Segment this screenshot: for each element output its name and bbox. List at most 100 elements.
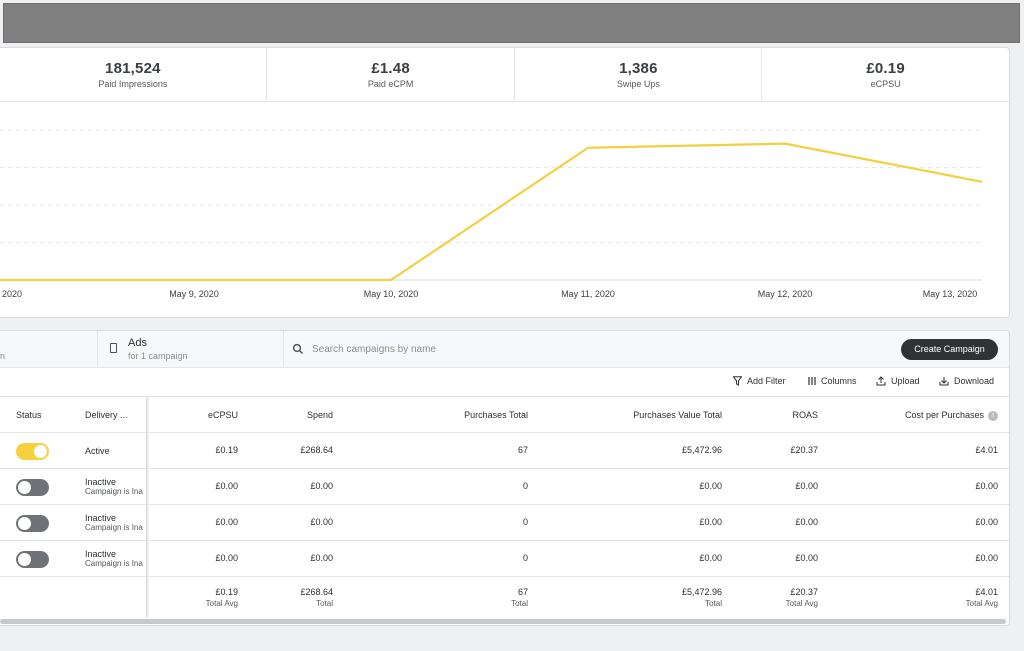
cell-spend: £268.64 [300, 445, 333, 455]
delivery-status: Inactive Campaign is Ina [85, 549, 145, 568]
column-header-purchases-total[interactable]: Purchases Total [464, 410, 528, 420]
total-value: 67 [517, 587, 528, 597]
upload-icon [876, 376, 886, 386]
delivery-sub-label: Campaign is Ina [85, 487, 143, 496]
cell-cost-per-purchases: £0.00 [975, 553, 998, 563]
top-bar [3, 3, 1020, 43]
x-tick-label: May 13, 2020 [923, 289, 978, 299]
total-label: Total Avg [965, 599, 998, 608]
delivery-label: Inactive [85, 513, 117, 523]
stats-row: 181,524 Paid Impressions £1.48 Paid eCPM… [0, 48, 1009, 102]
info-icon[interactable]: i [988, 410, 998, 421]
filter-icon [733, 376, 742, 386]
column-header-roas[interactable]: ROAS [792, 410, 818, 420]
cell-roas: £0.00 [795, 553, 818, 563]
table-row[interactable]: Active £0.19 £268.64 67 £5,472.96 £20.37 £4.01 [0, 433, 1009, 469]
cell-roas: £20.37 [790, 445, 818, 455]
cell-purchases-value-total: £5,472.96 [681, 445, 722, 455]
cell-spend: £0.00 [310, 517, 333, 527]
total-label: Total [705, 599, 722, 608]
stat-label: eCPSU [870, 79, 901, 89]
tab-ads-title: Ads [128, 337, 147, 349]
stat-value: 1,386 [619, 60, 658, 77]
column-header-purchases-value-total[interactable]: Purchases Value Total [633, 410, 722, 420]
column-header-cost-per-purchases[interactable]: Cost per Purchases i [905, 410, 998, 421]
level-tabs: n Ads for 1 campaign Create Campaign [0, 331, 1009, 368]
download-button[interactable]: Download [939, 376, 994, 386]
ad-icon [110, 343, 117, 353]
delivery-status: Active [85, 446, 145, 456]
download-icon [939, 377, 949, 386]
cell-roas: £0.00 [795, 517, 818, 527]
total-purchases-total: 67 Total [511, 587, 528, 609]
cost-per-purchases-label: Cost per Purchases [904, 410, 984, 420]
table-row[interactable]: Inactive Campaign is Ina £0.00 £0.00 0 £0.00 £… [0, 541, 1009, 577]
toggle-knob [34, 445, 47, 458]
totals-row: £0.19 Total Avg £268.64 Total 67 Total £… [0, 578, 1009, 618]
cell-ecpsu: £0.00 [215, 517, 238, 527]
status-toggle[interactable] [16, 551, 49, 568]
tab-ads[interactable]: Ads for 1 campaign [98, 331, 284, 367]
total-label: Total Avg [785, 599, 818, 608]
stat-label: Swipe Ups [616, 79, 660, 89]
total-spend: £268.64 Total [300, 587, 333, 609]
stat-swipe-ups[interactable]: 1,386 Swipe Ups [515, 48, 763, 102]
create-campaign-button[interactable]: Create Campaign [901, 339, 998, 360]
cell-roas: £0.00 [795, 481, 818, 491]
cell-purchases-value-total: £0.00 [699, 481, 722, 491]
cell-ecpsu: £0.00 [215, 481, 238, 491]
column-header-spend[interactable]: Spend [306, 410, 333, 420]
columns-button[interactable]: Columns [808, 376, 857, 386]
delivery-label: Active [85, 446, 110, 456]
add-filter-label: Add Filter [747, 376, 786, 386]
total-value: £20.37 [790, 587, 818, 597]
status-toggle[interactable] [16, 515, 49, 532]
table-toolbar: Add Filter Columns Upload Download [0, 368, 1009, 397]
frozen-column-divider [146, 397, 149, 617]
cell-spend: £0.00 [310, 553, 333, 563]
column-header-ecpsu[interactable]: eCPSU [207, 410, 238, 420]
toggle-knob [18, 553, 31, 566]
x-tick-label: May 9, 2020 [169, 289, 219, 299]
x-tick-label: 2020 [2, 289, 22, 299]
total-label: Total [511, 599, 528, 608]
delivery-sub-label: Campaign is Ina [85, 523, 143, 532]
cell-purchases-total: 0 [522, 481, 528, 491]
horizontal-scrollbar[interactable] [0, 619, 1006, 624]
cell-ecpsu: £0.19 [215, 445, 238, 455]
stat-paid-impressions[interactable]: 181,524 Paid Impressions [0, 48, 267, 102]
delivery-status: Inactive Campaign is Ina [85, 477, 145, 496]
delivery-label: Inactive [85, 477, 117, 487]
delivery-status: Inactive Campaign is Ina [85, 513, 145, 532]
x-tick-label: May 10, 2020 [364, 289, 419, 299]
stat-ecpsu[interactable]: £0.19 eCPSU [762, 48, 1009, 102]
table-row[interactable]: Inactive Campaign is Ina £0.00 £0.00 0 £0.00 £… [0, 469, 1009, 505]
upload-button[interactable]: Upload [876, 376, 920, 386]
total-cost-per-purchases: £4.01 Total Avg [966, 587, 998, 609]
total-value: £268.64 [300, 587, 333, 597]
tab-campaigns[interactable]: n [0, 331, 98, 367]
status-toggle[interactable] [16, 479, 49, 496]
tab-campaigns-sub: n [0, 351, 6, 361]
column-header-status[interactable]: Status [16, 410, 42, 420]
stat-value: £1.48 [371, 60, 410, 77]
total-purchases-value-total: £5,472.96 Total [682, 587, 722, 609]
stat-paid-ecpm[interactable]: £1.48 Paid eCPM [267, 48, 516, 102]
toggle-knob [18, 517, 31, 530]
cell-spend: £0.00 [310, 481, 333, 491]
cell-ecpsu: £0.00 [215, 553, 238, 563]
search-input[interactable] [312, 339, 672, 359]
search-icon [292, 343, 303, 354]
add-filter-button[interactable]: Add Filter [733, 376, 786, 386]
x-tick-label: May 12, 2020 [758, 289, 813, 299]
table-row[interactable]: Inactive Campaign is Ina £0.00 £0.00 0 £0.00 £… [0, 505, 1009, 541]
series-line[interactable] [0, 142, 983, 282]
column-header-delivery[interactable]: Delivery ... [85, 410, 128, 420]
columns-icon [808, 377, 816, 385]
total-value: £5,472.96 [681, 587, 722, 597]
total-value: £0.19 [215, 587, 238, 597]
status-toggle[interactable] [16, 443, 49, 460]
total-label: Total Avg [205, 599, 238, 608]
cell-purchases-total: 67 [517, 445, 528, 455]
stat-label: Paid Impressions [98, 79, 168, 89]
